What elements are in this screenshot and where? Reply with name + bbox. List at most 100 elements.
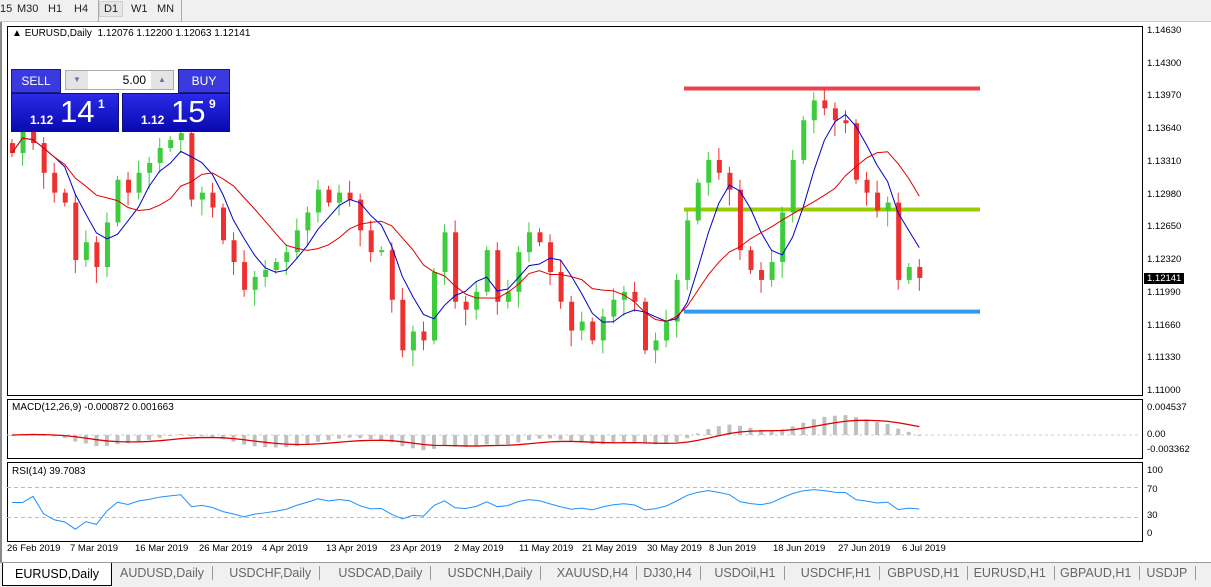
date-axis-label: 6 Jul 2019 <box>902 543 946 554</box>
chart-tab[interactable]: USDJP <box>1138 566 1197 580</box>
decrease-lot-button[interactable]: ▼ <box>66 71 88 89</box>
candle <box>305 212 311 231</box>
price-axis-label: 1.11660 <box>1147 319 1181 331</box>
macd-pane[interactable] <box>7 399 1143 459</box>
chart-tab[interactable]: USDOil,H1 <box>706 566 785 580</box>
buy-price-fraction: 9 <box>209 97 216 111</box>
date-axis-label: 13 Apr 2019 <box>326 543 378 554</box>
candle <box>822 100 828 109</box>
macd-histogram-bar <box>337 435 342 439</box>
chart-tab[interactable]: EURUSD,H1 <box>966 566 1055 580</box>
candle <box>104 222 110 268</box>
macd-histogram-bar <box>94 435 99 446</box>
candle <box>52 172 58 193</box>
lot-stepper: ▼ 5.00 ▲ <box>65 70 174 90</box>
candle <box>674 279 680 322</box>
candle <box>337 192 343 203</box>
candle <box>843 120 849 124</box>
macd-histogram-bar <box>854 417 858 435</box>
chart-tab[interactable]: GBPUSD,H1 <box>879 566 969 580</box>
macd-histogram-bar <box>695 433 700 435</box>
chart-tab[interactable]: XAUUSD,H4 <box>549 566 638 580</box>
lot-input[interactable]: 5.00 <box>122 73 146 87</box>
macd-histogram-bar <box>780 429 785 435</box>
sell-price-fraction: 1 <box>98 97 105 111</box>
candle <box>453 232 459 302</box>
price-axis-label: 1.12980 <box>1147 188 1182 200</box>
price-axis-label: 1.12320 <box>1147 254 1182 266</box>
macd-histogram-bar <box>368 435 373 440</box>
chart-window[interactable]: ▲ EURUSD,Daily 1.12076 1.12200 1.12063 1… <box>0 22 1211 562</box>
sell-price-button[interactable]: 1.12 14 1 <box>11 93 119 132</box>
tf-mn[interactable]: MN <box>157 3 175 15</box>
macd-histogram-bar <box>548 435 553 439</box>
macd-histogram-bar <box>189 435 194 436</box>
chart-canvas[interactable] <box>0 22 1211 562</box>
macd-histogram-bar <box>315 435 320 442</box>
macd-histogram-bar <box>199 435 204 436</box>
chart-tab[interactable]: USDCHF,Daily <box>221 566 321 580</box>
moving-average-fast <box>11 113 920 323</box>
candle <box>484 250 490 292</box>
tf-d1[interactable]: D1 <box>99 1 124 17</box>
chart-tab[interactable]: DJ30,H4 <box>635 566 701 580</box>
chart-tab[interactable]: USDCAD,Daily <box>330 566 432 580</box>
candle <box>569 301 575 331</box>
candle <box>263 269 269 277</box>
buy-button[interactable]: BUY <box>178 69 230 93</box>
macd-histogram-bar <box>168 435 173 436</box>
macd-histogram-bar <box>526 435 531 441</box>
candle <box>126 179 132 193</box>
macd-histogram-bar <box>400 435 405 447</box>
macd-histogram-bar <box>843 415 848 435</box>
tf-m15[interactable]: 15 <box>0 3 13 15</box>
macd-histogram-bar <box>273 435 278 448</box>
candle <box>421 331 427 341</box>
candle <box>358 199 364 231</box>
macd-histogram-bar <box>484 435 489 445</box>
price-axis-label: 1.13970 <box>1147 90 1182 102</box>
chart-tab[interactable]: GBPAUD,H1 <box>1052 566 1141 580</box>
moving-average-slow <box>11 137 920 322</box>
tf-h4[interactable]: H4 <box>74 3 89 15</box>
date-axis-label: 26 Feb 2019 <box>7 543 61 554</box>
chart-tab[interactable]: USDCNH,Daily <box>440 566 542 580</box>
sell-price-pips: 14 <box>60 94 95 129</box>
candle <box>284 252 290 263</box>
tf-h1[interactable]: H1 <box>48 3 63 15</box>
macd-histogram-bar <box>664 435 669 445</box>
macd-histogram-bar <box>759 429 764 435</box>
price-axis-label: 1.13640 <box>1147 123 1182 135</box>
macd-histogram-bar <box>453 435 458 447</box>
candle <box>62 192 68 203</box>
macd-histogram-bar <box>10 435 14 436</box>
macd-label: MACD(12,26,9) -0.000872 0.001663 <box>12 402 174 413</box>
candle <box>189 133 195 200</box>
sell-button[interactable]: SELL <box>11 69 61 93</box>
price-axis-label: 1.14300 <box>1147 57 1182 69</box>
rsi-pane[interactable] <box>7 462 1143 542</box>
macd-histogram-bar <box>474 435 479 447</box>
buy-price-button[interactable]: 1.12 15 9 <box>122 93 230 132</box>
ohlc-readout: 1.12076 1.12200 1.12063 1.12141 <box>97 28 251 39</box>
increase-lot-button[interactable]: ▲ <box>151 71 173 89</box>
tf-w1[interactable]: W1 <box>131 3 148 15</box>
candle <box>178 133 184 141</box>
macd-histogram-bar <box>147 435 152 440</box>
price-axis-label: 1.11990 <box>1147 286 1181 298</box>
macd-histogram-bar <box>210 435 215 438</box>
macd-histogram-bar <box>727 424 732 435</box>
candle <box>442 232 448 272</box>
candle <box>590 321 596 341</box>
chart-tab[interactable]: EURUSD,Daily <box>2 563 113 586</box>
macd-histogram-bar <box>906 431 911 435</box>
tf-m30[interactable]: M30 <box>17 3 39 15</box>
macd-histogram-bar <box>136 435 141 442</box>
candle <box>917 267 923 278</box>
macd-histogram-bar <box>558 435 563 440</box>
date-axis-label: 21 May 2019 <box>582 543 637 554</box>
chart-tab[interactable]: USDCHF,H1 <box>793 566 880 580</box>
chart-tab[interactable]: AUDUSD,Daily <box>112 566 214 580</box>
macd-histogram-bar <box>326 435 331 441</box>
macd-histogram-bar <box>569 435 574 442</box>
